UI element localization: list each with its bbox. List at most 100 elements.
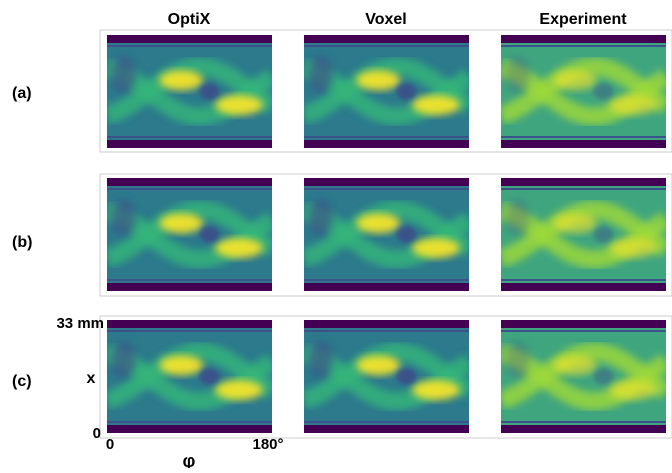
sinogram-body <box>501 178 666 291</box>
edge-line <box>304 421 469 423</box>
edge-line <box>501 330 666 332</box>
row-label: (c) <box>12 373 32 390</box>
sinogram <box>107 320 272 433</box>
sinogram-body <box>107 35 272 148</box>
dark-spot <box>199 227 219 243</box>
edge-stripe <box>501 178 666 186</box>
edge-line <box>107 45 272 47</box>
sinogram-body <box>501 320 666 433</box>
hot-spot <box>356 213 400 233</box>
dark-spot <box>309 57 333 93</box>
edge-line <box>304 45 469 47</box>
hot-spot <box>609 380 657 400</box>
sinogram-body <box>107 320 272 433</box>
hot-spot <box>412 380 460 400</box>
edge-stripe <box>107 283 272 291</box>
sinogram-body <box>107 178 272 291</box>
edge-stripe <box>107 425 272 433</box>
edge-stripe <box>304 140 469 148</box>
hot-spot <box>412 238 460 258</box>
hot-spot <box>159 213 203 233</box>
hot-spot <box>159 355 203 375</box>
edge-stripe <box>304 35 469 43</box>
sinogram <box>107 35 272 148</box>
dark-spot <box>309 342 333 378</box>
dark-spot <box>506 342 530 378</box>
hot-spot <box>412 95 460 115</box>
edge-line <box>304 279 469 281</box>
sinogram-body <box>501 35 666 148</box>
edge-stripe <box>304 425 469 433</box>
hot-spot <box>553 355 597 375</box>
edge-line <box>501 421 666 423</box>
hot-spot <box>215 380 263 400</box>
sinogram <box>501 178 666 291</box>
y-axis-label: x <box>87 370 96 387</box>
dark-spot <box>112 342 136 378</box>
row-label: (a) <box>12 85 32 102</box>
dark-spot <box>593 369 613 385</box>
edge-stripe <box>107 178 272 186</box>
edge-stripe <box>501 425 666 433</box>
column-title: OptiX <box>168 11 211 28</box>
dark-spot <box>593 84 613 100</box>
edge-line <box>501 279 666 281</box>
sinogram-body <box>304 178 469 291</box>
sinogram <box>304 35 469 148</box>
edge-stripe <box>501 35 666 43</box>
hot-spot <box>609 238 657 258</box>
hot-spot <box>356 70 400 90</box>
dark-spot <box>396 84 416 100</box>
dark-spot <box>506 200 530 236</box>
edge-line <box>107 279 272 281</box>
sinogram <box>304 320 469 433</box>
dark-spot <box>506 57 530 93</box>
y-axis-bottom: 0 <box>93 425 101 442</box>
edge-line <box>107 188 272 190</box>
hot-spot <box>553 213 597 233</box>
sinogram <box>107 178 272 291</box>
edge-stripe <box>304 178 469 186</box>
column-title: Experiment <box>539 11 627 28</box>
edge-stripe <box>501 320 666 328</box>
edge-line <box>304 188 469 190</box>
dark-spot <box>396 227 416 243</box>
dark-spot <box>199 84 219 100</box>
y-axis-top: 33 mm <box>56 315 104 332</box>
row-label: (b) <box>12 234 32 251</box>
edge-line <box>304 136 469 138</box>
edge-line <box>107 136 272 138</box>
edge-line <box>501 188 666 190</box>
sinogram-body <box>304 320 469 433</box>
edge-stripe <box>107 35 272 43</box>
hot-spot <box>553 70 597 90</box>
edge-line <box>107 421 272 423</box>
edge-stripe <box>107 140 272 148</box>
hot-spot <box>159 70 203 90</box>
dark-spot <box>309 200 333 236</box>
sinogram <box>501 35 666 148</box>
sinogram <box>304 178 469 291</box>
hot-spot <box>356 355 400 375</box>
edge-stripe <box>501 140 666 148</box>
panels <box>107 35 666 433</box>
hot-spot <box>609 95 657 115</box>
edge-line <box>107 330 272 332</box>
x-axis-left: 0 <box>106 436 114 453</box>
dark-spot <box>396 369 416 385</box>
dark-spot <box>593 227 613 243</box>
dark-spot <box>112 200 136 236</box>
edge-line <box>501 136 666 138</box>
hot-spot <box>215 95 263 115</box>
sinogram <box>501 320 666 433</box>
figure: OptiX Voxel Experiment (a) (b) (c) 33 mm… <box>0 0 672 468</box>
hot-spot <box>215 238 263 258</box>
x-axis-label: φ <box>183 451 196 468</box>
edge-stripe <box>107 320 272 328</box>
edge-stripe <box>304 320 469 328</box>
x-axis-right: 180° <box>252 436 283 453</box>
dark-spot <box>199 369 219 385</box>
sinogram-body <box>304 35 469 148</box>
dark-spot <box>112 57 136 93</box>
edge-stripe <box>304 283 469 291</box>
